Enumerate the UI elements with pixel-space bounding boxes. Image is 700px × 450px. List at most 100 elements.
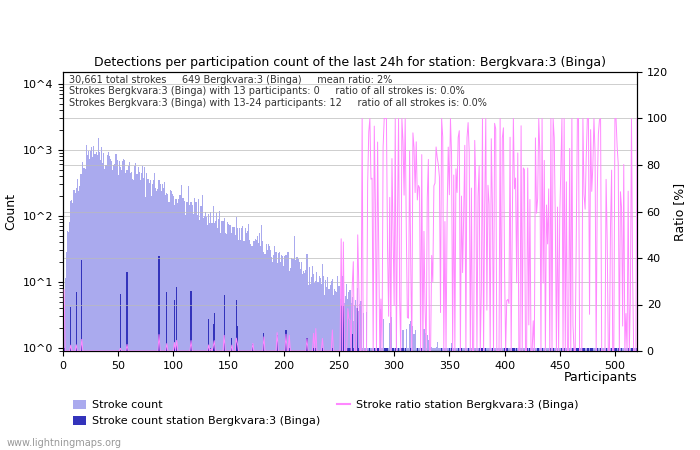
Bar [81, 174, 83, 450]
Bar [479, 348, 480, 450]
Bar [244, 229, 246, 450]
Bar [307, 285, 309, 450]
Bar [323, 276, 324, 450]
Bar [510, 348, 512, 450]
Bar [281, 255, 282, 450]
Bar [225, 233, 226, 450]
Bar [518, 348, 519, 450]
Bar [636, 348, 638, 450]
Bar [303, 270, 304, 450]
Bar [288, 348, 290, 450]
Bar [72, 203, 74, 450]
Bar [286, 252, 288, 450]
Bar [418, 348, 419, 450]
Bar [144, 166, 145, 450]
Bar [622, 348, 623, 450]
Bar [398, 348, 399, 450]
Bar [512, 348, 513, 450]
Bar [219, 212, 220, 450]
Bar [632, 348, 633, 450]
Bar [483, 348, 484, 450]
Bar [131, 172, 132, 450]
Bar [481, 348, 482, 450]
Bar [405, 348, 406, 450]
Bar [93, 146, 95, 450]
Bar [344, 303, 345, 450]
Bar [332, 348, 333, 450]
Bar [313, 348, 314, 450]
Bar [612, 348, 613, 450]
Bar [230, 225, 231, 450]
Bar [120, 167, 121, 450]
Bar [246, 233, 247, 450]
Bar [626, 348, 628, 450]
Bar [267, 250, 268, 450]
Bar [393, 348, 395, 450]
Bar [631, 348, 632, 450]
Bar [484, 348, 485, 450]
Bar [565, 348, 566, 450]
Bar [163, 188, 164, 450]
Bar [248, 224, 249, 450]
Bar [584, 348, 586, 450]
Bar [247, 231, 248, 450]
Bar [542, 348, 543, 450]
Bar [252, 344, 253, 450]
Bar [252, 246, 253, 450]
Bar [278, 253, 279, 450]
Bar [438, 348, 439, 450]
Bar [461, 348, 462, 450]
Bar [315, 281, 316, 450]
Bar [566, 348, 567, 450]
Bar [570, 348, 571, 450]
Bar [508, 348, 510, 450]
Bar [600, 348, 601, 450]
Bar [172, 194, 173, 450]
Bar [343, 306, 344, 450]
Bar [552, 348, 554, 450]
Bar [471, 348, 472, 450]
Bar [563, 348, 564, 450]
Bar [347, 348, 349, 450]
Bar [295, 261, 297, 450]
Bar [506, 348, 507, 450]
Bar [469, 348, 470, 450]
Bar [550, 348, 552, 450]
Bar [129, 162, 130, 450]
Bar [315, 348, 316, 450]
Bar [385, 348, 386, 450]
Bar [354, 305, 355, 450]
Bar [407, 348, 408, 450]
Bar [238, 240, 239, 450]
Bar [112, 170, 113, 450]
Bar [197, 215, 198, 450]
Bar [496, 348, 498, 450]
Bar [293, 260, 294, 450]
Bar [77, 179, 78, 450]
Bar [542, 348, 544, 450]
Bar [190, 291, 192, 450]
Bar [114, 164, 116, 450]
Bar [527, 348, 528, 450]
Bar [378, 348, 379, 450]
Bar [132, 179, 133, 450]
Bar [187, 202, 188, 450]
Bar [546, 348, 547, 450]
Bar [548, 348, 550, 450]
Bar [111, 161, 112, 450]
Bar [623, 348, 624, 450]
Bar [67, 231, 68, 450]
Bar [215, 220, 216, 450]
Bar [237, 228, 238, 450]
Bar [516, 348, 517, 450]
Bar [387, 348, 388, 450]
Bar [376, 348, 377, 450]
Bar [100, 160, 101, 450]
Bar [527, 348, 528, 450]
Bar [370, 348, 372, 450]
Bar [528, 348, 529, 450]
Bar [401, 348, 402, 450]
Bar [573, 348, 575, 450]
Bar [547, 348, 548, 450]
Bar [204, 216, 205, 450]
